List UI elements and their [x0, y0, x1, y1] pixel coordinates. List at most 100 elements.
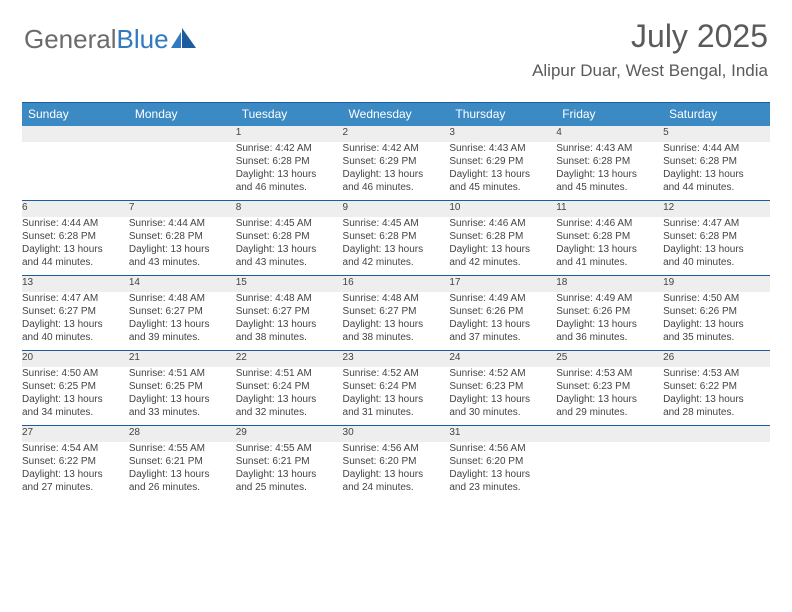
calendar-container: Sunday Monday Tuesday Wednesday Thursday…	[22, 102, 770, 500]
sunset-line: Sunset: 6:23 PM	[556, 380, 663, 393]
sunrise-line: Sunrise: 4:46 AM	[556, 217, 663, 230]
daylight-line-1: Daylight: 13 hours	[236, 468, 343, 481]
sunrise-line: Sunrise: 4:42 AM	[343, 142, 450, 155]
day-cell: Sunrise: 4:52 AMSunset: 6:24 PMDaylight:…	[343, 367, 450, 426]
daynum-cell	[22, 126, 129, 142]
day-cell: Sunrise: 4:51 AMSunset: 6:24 PMDaylight:…	[236, 367, 343, 426]
day-cell: Sunrise: 4:50 AMSunset: 6:26 PMDaylight:…	[663, 292, 770, 351]
daylight-line-1: Daylight: 13 hours	[236, 243, 343, 256]
sunrise-line: Sunrise: 4:49 AM	[556, 292, 663, 305]
daylight-line-1: Daylight: 13 hours	[343, 243, 450, 256]
day-cell: Sunrise: 4:53 AMSunset: 6:22 PMDaylight:…	[663, 367, 770, 426]
sunset-line: Sunset: 6:28 PM	[556, 155, 663, 168]
details-row: Sunrise: 4:50 AMSunset: 6:25 PMDaylight:…	[22, 367, 770, 426]
daylight-line-1: Daylight: 13 hours	[129, 243, 236, 256]
sunset-line: Sunset: 6:20 PM	[343, 455, 450, 468]
daylight-line-2: and 42 minutes.	[343, 256, 450, 269]
day-cell: Sunrise: 4:43 AMSunset: 6:28 PMDaylight:…	[556, 142, 663, 201]
dayhead-sat: Saturday	[663, 103, 770, 126]
sunset-line: Sunset: 6:28 PM	[343, 230, 450, 243]
day-cell: Sunrise: 4:55 AMSunset: 6:21 PMDaylight:…	[129, 442, 236, 500]
sunrise-line: Sunrise: 4:47 AM	[663, 217, 770, 230]
dayhead-thu: Thursday	[449, 103, 556, 126]
sunset-line: Sunset: 6:28 PM	[129, 230, 236, 243]
details-row: Sunrise: 4:47 AMSunset: 6:27 PMDaylight:…	[22, 292, 770, 351]
sunset-line: Sunset: 6:22 PM	[663, 380, 770, 393]
calendar-head: Sunday Monday Tuesday Wednesday Thursday…	[22, 103, 770, 126]
daylight-line-2: and 38 minutes.	[236, 331, 343, 344]
sunrise-line: Sunrise: 4:56 AM	[449, 442, 556, 455]
daynum-cell: 9	[343, 201, 450, 217]
sunrise-line: Sunrise: 4:51 AM	[129, 367, 236, 380]
daylight-line-1: Daylight: 13 hours	[22, 243, 129, 256]
calendar-page: GeneralBlue July 2025 Alipur Duar, West …	[0, 0, 792, 612]
daylight-line-1: Daylight: 13 hours	[129, 318, 236, 331]
daynum-cell: 8	[236, 201, 343, 217]
sunrise-line: Sunrise: 4:55 AM	[236, 442, 343, 455]
daynum-cell: 5	[663, 126, 770, 142]
sunrise-line: Sunrise: 4:51 AM	[236, 367, 343, 380]
logo-word-general: General	[24, 24, 117, 54]
sunrise-line: Sunrise: 4:42 AM	[236, 142, 343, 155]
daynum-cell: 11	[556, 201, 663, 217]
daynum-cell: 6	[22, 201, 129, 217]
daynum-row: 6789101112	[22, 201, 770, 217]
sunrise-line: Sunrise: 4:52 AM	[449, 367, 556, 380]
sunset-line: Sunset: 6:29 PM	[343, 155, 450, 168]
logo-sail-icon	[171, 26, 197, 48]
dayhead-wed: Wednesday	[343, 103, 450, 126]
day-cell: Sunrise: 4:45 AMSunset: 6:28 PMDaylight:…	[343, 217, 450, 276]
daylight-line-2: and 40 minutes.	[663, 256, 770, 269]
daylight-line-2: and 41 minutes.	[556, 256, 663, 269]
daylight-line-2: and 46 minutes.	[343, 181, 450, 194]
day-cell	[556, 442, 663, 500]
sunrise-line: Sunrise: 4:45 AM	[236, 217, 343, 230]
daylight-line-2: and 43 minutes.	[129, 256, 236, 269]
sunrise-line: Sunrise: 4:49 AM	[449, 292, 556, 305]
day-cell	[663, 442, 770, 500]
sunset-line: Sunset: 6:26 PM	[663, 305, 770, 318]
day-cell: Sunrise: 4:50 AMSunset: 6:25 PMDaylight:…	[22, 367, 129, 426]
daynum-cell: 10	[449, 201, 556, 217]
daylight-line-2: and 43 minutes.	[236, 256, 343, 269]
daylight-line-2: and 40 minutes.	[22, 331, 129, 344]
daylight-line-1: Daylight: 13 hours	[22, 318, 129, 331]
sunset-line: Sunset: 6:28 PM	[556, 230, 663, 243]
sunrise-line: Sunrise: 4:44 AM	[22, 217, 129, 230]
day-cell: Sunrise: 4:44 AMSunset: 6:28 PMDaylight:…	[22, 217, 129, 276]
daylight-line-1: Daylight: 13 hours	[449, 393, 556, 406]
sunset-line: Sunset: 6:27 PM	[343, 305, 450, 318]
sunrise-line: Sunrise: 4:53 AM	[663, 367, 770, 380]
daylight-line-1: Daylight: 13 hours	[343, 468, 450, 481]
day-cell: Sunrise: 4:43 AMSunset: 6:29 PMDaylight:…	[449, 142, 556, 201]
day-cell: Sunrise: 4:46 AMSunset: 6:28 PMDaylight:…	[449, 217, 556, 276]
daylight-line-1: Daylight: 13 hours	[663, 168, 770, 181]
sunrise-line: Sunrise: 4:43 AM	[449, 142, 556, 155]
sunset-line: Sunset: 6:29 PM	[449, 155, 556, 168]
sunset-line: Sunset: 6:28 PM	[236, 230, 343, 243]
day-cell: Sunrise: 4:48 AMSunset: 6:27 PMDaylight:…	[343, 292, 450, 351]
daylight-line-1: Daylight: 13 hours	[343, 318, 450, 331]
sunrise-line: Sunrise: 4:44 AM	[129, 217, 236, 230]
daylight-line-1: Daylight: 13 hours	[22, 393, 129, 406]
daylight-line-1: Daylight: 13 hours	[343, 393, 450, 406]
sunset-line: Sunset: 6:21 PM	[236, 455, 343, 468]
sunrise-line: Sunrise: 4:48 AM	[343, 292, 450, 305]
daylight-line-1: Daylight: 13 hours	[663, 243, 770, 256]
daylight-line-1: Daylight: 13 hours	[449, 168, 556, 181]
daynum-cell: 26	[663, 351, 770, 367]
daylight-line-2: and 39 minutes.	[129, 331, 236, 344]
daylight-line-2: and 42 minutes.	[449, 256, 556, 269]
sunrise-line: Sunrise: 4:44 AM	[663, 142, 770, 155]
sunset-line: Sunset: 6:25 PM	[22, 380, 129, 393]
daylight-line-1: Daylight: 13 hours	[556, 243, 663, 256]
sunset-line: Sunset: 6:27 PM	[22, 305, 129, 318]
logo-text: GeneralBlue	[24, 24, 169, 55]
day-cell: Sunrise: 4:54 AMSunset: 6:22 PMDaylight:…	[22, 442, 129, 500]
sunset-line: Sunset: 6:28 PM	[236, 155, 343, 168]
sunset-line: Sunset: 6:24 PM	[343, 380, 450, 393]
daylight-line-2: and 44 minutes.	[22, 256, 129, 269]
daylight-line-2: and 32 minutes.	[236, 406, 343, 419]
day-cell: Sunrise: 4:42 AMSunset: 6:29 PMDaylight:…	[343, 142, 450, 201]
sunrise-line: Sunrise: 4:55 AM	[129, 442, 236, 455]
